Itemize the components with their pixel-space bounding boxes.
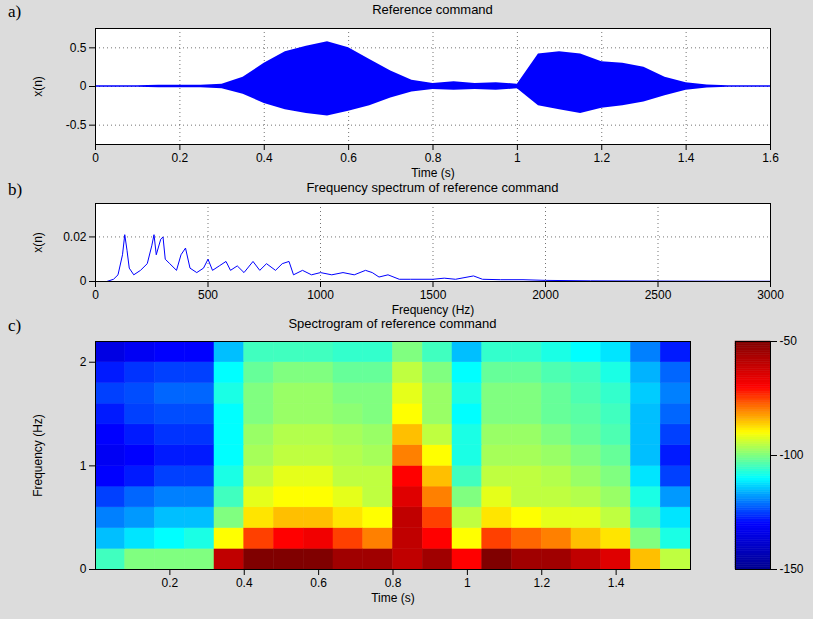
html-text:a): a) [8, 2, 22, 21]
svg-text:-150: -150 [780, 562, 804, 576]
html-text:Frequency spectrum of referenc: Frequency spectrum of reference command [306, 180, 559, 195]
svg-text:1.6: 1.6 [762, 151, 779, 165]
svg-text:2: 2 [80, 355, 87, 369]
svg-text:0.6: 0.6 [340, 151, 357, 165]
svg-text:1.4: 1.4 [608, 576, 625, 590]
svg-text:0.2: 0.2 [162, 576, 179, 590]
html-text:Spectrogram of reference comma: Spectrogram of reference command [288, 316, 497, 331]
svg-text:1.2: 1.2 [533, 576, 550, 590]
svg-text:500: 500 [198, 288, 218, 302]
svg-text:-100: -100 [780, 448, 804, 462]
svg-text:x(n): x(n) [31, 76, 45, 97]
svg-text:0.8: 0.8 [425, 151, 442, 165]
svg-text:0.2: 0.2 [172, 151, 189, 165]
svg-text:1: 1 [80, 459, 87, 473]
svg-text:3000: 3000 [757, 288, 784, 302]
svg-text:1500: 1500 [420, 288, 447, 302]
svg-text:0: 0 [80, 79, 87, 93]
svg-text:-50: -50 [780, 334, 798, 348]
svg-text:0: 0 [92, 151, 99, 165]
svg-text:2500: 2500 [645, 288, 672, 302]
svg-text:0.6: 0.6 [310, 576, 327, 590]
svg-text:Frequency (Hz): Frequency (Hz) [31, 414, 45, 497]
svg-text:0.5: 0.5 [70, 41, 87, 55]
svg-text:2000: 2000 [532, 288, 559, 302]
svg-text:-0.5: -0.5 [66, 118, 87, 132]
svg-text:0.8: 0.8 [385, 576, 402, 590]
svg-text:1.4: 1.4 [678, 151, 695, 165]
svg-text:x(n): x(n) [31, 232, 45, 253]
svg-text:1000: 1000 [307, 288, 334, 302]
svg-text:0.4: 0.4 [256, 151, 273, 165]
svg-text:0.4: 0.4 [236, 576, 253, 590]
svg-text:Time (s): Time (s) [371, 591, 415, 605]
svg-text:1: 1 [464, 576, 471, 590]
svg-text:Frequency (Hz): Frequency (Hz) [392, 303, 475, 317]
svg-text:1.2: 1.2 [593, 151, 610, 165]
svg-text:0.02: 0.02 [63, 230, 87, 244]
svg-text:0: 0 [80, 562, 87, 576]
svg-text:0: 0 [92, 288, 99, 302]
svg-text:1: 1 [514, 151, 521, 165]
svg-text:Time (s): Time (s) [411, 166, 455, 180]
html-text:b): b) [8, 180, 23, 199]
html-text:c): c) [8, 316, 22, 335]
svg-text:0: 0 [80, 274, 87, 288]
html-text:Reference command: Reference command [372, 2, 493, 17]
